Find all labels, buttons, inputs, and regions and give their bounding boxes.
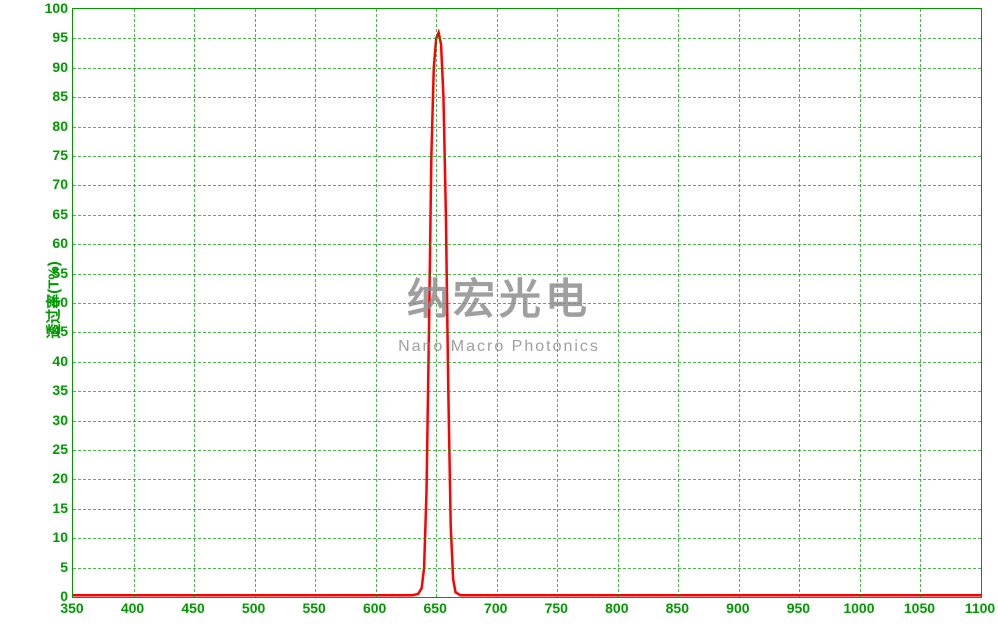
x-tick-label: 450 [181, 600, 204, 616]
grid-line-h [73, 538, 981, 539]
grid-line-v [315, 9, 316, 597]
grid-line-h [73, 479, 981, 480]
grid-line-v [678, 9, 679, 597]
y-tick-label: 35 [28, 382, 68, 398]
grid-line-v [799, 9, 800, 597]
x-tick-label: 700 [484, 600, 507, 616]
x-tick-label: 1100 [965, 600, 995, 616]
grid-line-v [920, 9, 921, 597]
grid-line-v [618, 9, 619, 597]
grid-line-h [73, 68, 981, 69]
grid-line-h [73, 38, 981, 39]
y-tick-label: 30 [28, 412, 68, 428]
watermark-chinese: 纳宏光电 [407, 266, 591, 327]
grid-line-v [376, 9, 377, 597]
y-tick-label: 45 [28, 323, 68, 339]
y-tick-label: 15 [28, 500, 68, 516]
x-tick-label: 900 [726, 600, 749, 616]
watermark-english: Nano Macro Photonics [398, 338, 600, 356]
x-tick-label: 550 [302, 600, 325, 616]
grid-line-h [73, 185, 981, 186]
grid-line-h [73, 127, 981, 128]
y-tick-label: 65 [28, 206, 68, 222]
x-tick-label: 600 [363, 600, 386, 616]
x-tick-label: 1000 [843, 600, 874, 616]
grid-line-h [73, 362, 981, 363]
y-tick-label: 80 [28, 118, 68, 134]
grid-line-h [73, 332, 981, 333]
grid-line-h [73, 450, 981, 451]
y-tick-label: 5 [28, 559, 68, 575]
grid-line-h [73, 244, 981, 245]
y-tick-label: 25 [28, 441, 68, 457]
transmittance-chart: 透过率(T%) 纳宏光电 Nano Macro Photonics 051015… [0, 0, 998, 630]
y-tick-label: 60 [28, 235, 68, 251]
y-tick-label: 100 [28, 0, 68, 16]
x-tick-label: 350 [60, 600, 83, 616]
grid-line-v [860, 9, 861, 597]
y-tick-label: 85 [28, 88, 68, 104]
grid-line-h [73, 568, 981, 569]
grid-line-h [73, 421, 981, 422]
y-tick-label: 40 [28, 353, 68, 369]
grid-line-h [73, 156, 981, 157]
grid-line-v [134, 9, 135, 597]
grid-line-h [73, 391, 981, 392]
x-tick-label: 400 [121, 600, 144, 616]
x-tick-label: 1050 [904, 600, 935, 616]
grid-line-v [739, 9, 740, 597]
x-tick-label: 800 [605, 600, 628, 616]
x-tick-label: 750 [545, 600, 568, 616]
y-tick-label: 95 [28, 29, 68, 45]
grid-line-h [73, 215, 981, 216]
y-tick-label: 90 [28, 59, 68, 75]
x-tick-label: 850 [666, 600, 689, 616]
grid-line-h [73, 509, 981, 510]
x-tick-label: 950 [787, 600, 810, 616]
y-tick-label: 20 [28, 470, 68, 486]
x-tick-label: 650 [424, 600, 447, 616]
y-tick-label: 55 [28, 265, 68, 281]
x-tick-label: 500 [242, 600, 265, 616]
grid-line-h [73, 97, 981, 98]
y-tick-label: 75 [28, 147, 68, 163]
grid-line-v [255, 9, 256, 597]
y-tick-label: 70 [28, 176, 68, 192]
y-tick-label: 10 [28, 529, 68, 545]
grid-line-v [194, 9, 195, 597]
y-tick-label: 50 [28, 294, 68, 310]
